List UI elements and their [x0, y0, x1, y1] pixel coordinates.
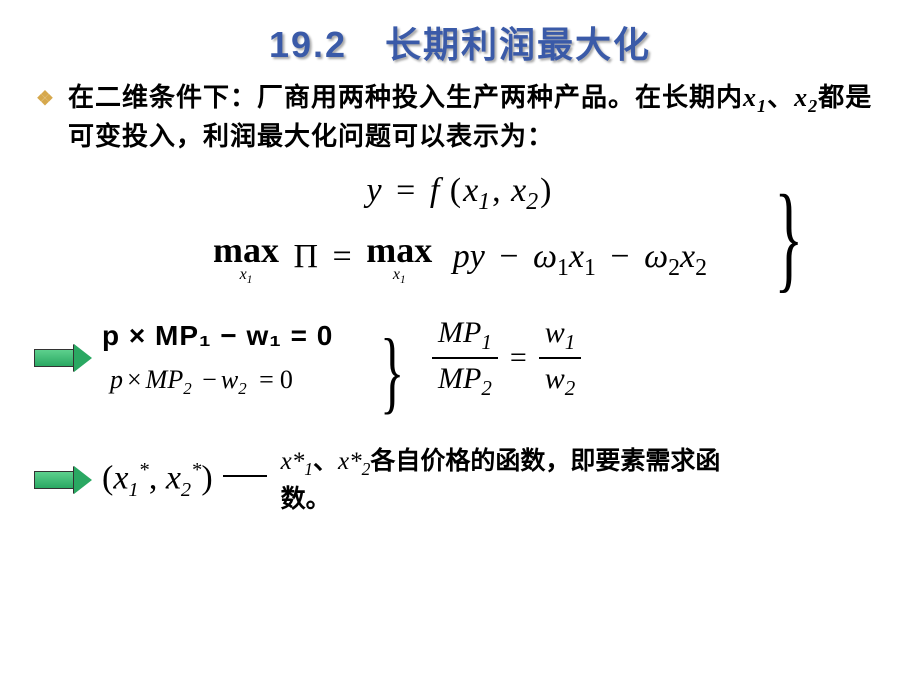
factor-demand-row: (x1*, x2*) x*1、x*2各自价格的函数，即要素需求函数。 — [0, 444, 920, 517]
eq-max-profit: maxx1 Π = maxx1 py − ω1x1 − ω2x2 — [213, 232, 707, 286]
foc-equations: p × MP₁ − w₁ = 0 p×MP2 −w2 =0 } — [102, 314, 372, 402]
diamond-bullet-icon: ❖ — [36, 86, 55, 113]
title: 19.2 长期利润最大化 — [0, 0, 920, 68]
bullet-pre: 在二维条件下：厂商用两种投入生产两种产品。在长期内 — [68, 83, 743, 112]
optimal-inputs-tuple: (x1*, x2*) — [102, 459, 213, 502]
right-brace-icon: } — [775, 168, 804, 306]
var-x2: x2 — [794, 83, 818, 112]
foc-eq-1: p × MP₁ − w₁ = 0 — [102, 314, 372, 359]
mrts-equation: MP1 MP2 = w1 w2 — [432, 315, 581, 401]
arrow-icon — [34, 468, 88, 492]
foc-row: p × MP₁ − w₁ = 0 p×MP2 −w2 =0 } MP1 MP2 … — [0, 314, 920, 402]
bullet-paragraph: ❖ 在二维条件下：厂商用两种投入生产两种产品。在长期内x1、x2都是可变投入，利… — [0, 68, 920, 154]
sep: 、 — [767, 83, 794, 112]
equation-block-1: y = f (x1, x2) maxx1 Π = maxx1 py − ω1x1… — [0, 172, 920, 286]
arrow-icon — [34, 346, 88, 370]
foc-eq-2: p×MP2 −w2 =0 — [102, 359, 372, 402]
bullet-text: 在二维条件下：厂商用两种投入生产两种产品。在长期内x1、x2都是可变投入，利润最… — [34, 80, 886, 154]
var-x1: x1 — [743, 83, 767, 112]
right-brace-small-icon: } — [380, 298, 404, 445]
factor-demand-text: x*1、x*2各自价格的函数，即要素需求函数。 — [281, 444, 751, 517]
dash-line — [223, 475, 267, 477]
